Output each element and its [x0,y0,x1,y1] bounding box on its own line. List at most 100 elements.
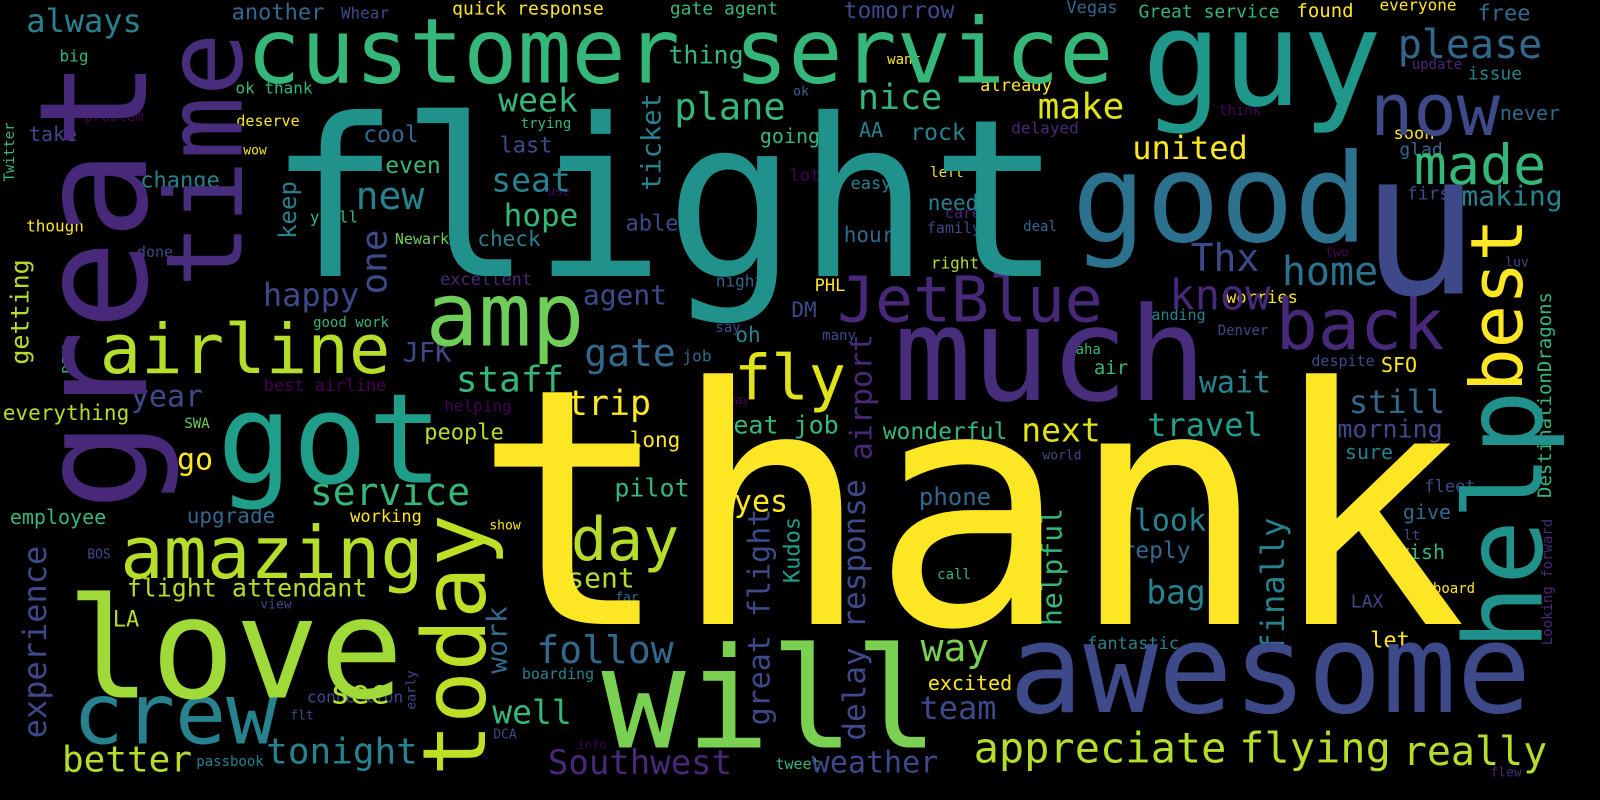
word: lot [790,166,821,186]
word: fantastic [1087,634,1179,654]
word: able [626,212,679,237]
word: wow [243,144,267,159]
word: next [1021,411,1100,450]
word: quick response [452,0,604,20]
word: family [927,219,981,237]
word: really [1403,729,1548,775]
word: hope [504,198,579,234]
word: air [1094,357,1128,379]
word: Southwest [548,743,732,783]
word: flying [1239,724,1391,773]
word: landing [1142,306,1205,324]
word: Newark [395,230,449,248]
word: lt [1404,528,1421,544]
word: let [1370,629,1410,654]
word: will [601,619,938,782]
word: amp [426,264,585,367]
word: tweet [775,755,820,773]
word: done [137,243,173,261]
word: connection [307,688,403,707]
word: two [1325,246,1348,261]
word: awesome [1009,598,1532,742]
word: always [26,2,142,40]
word: agent [583,279,667,312]
word: appreciate [974,724,1227,773]
word: early [405,670,420,709]
word: u [1360,109,1480,342]
word: first [1407,184,1461,205]
word: board [1433,581,1475,597]
word: experience [16,546,54,739]
word: employee [10,505,106,529]
word: see [330,673,390,712]
word: y'all [310,208,358,227]
word: never [1500,101,1560,125]
word: airport [845,334,880,460]
word: SFO [1381,353,1417,377]
word: work [481,606,514,674]
word: love [66,569,403,732]
word: big [60,47,89,66]
word: service [310,470,470,514]
word: far [615,591,639,606]
word: plane [674,86,785,129]
word: Twitter [2,122,18,181]
word: seat [491,161,570,200]
word: working [350,507,422,527]
word: though [26,217,84,236]
word: already [980,76,1052,96]
word: ticket [637,93,668,191]
word: SWA [184,416,210,432]
word: job [683,347,712,366]
word: made [1414,133,1546,197]
word: care [945,204,981,222]
word: fly [734,342,846,415]
word: nice [858,78,942,118]
word: ok thank [235,79,312,98]
word: problem [84,109,143,125]
word: JetBlue [837,264,1103,337]
word: trip [567,384,651,424]
word: finally [1254,518,1292,653]
word: staff [456,360,564,401]
word: got [217,368,443,513]
word: LA [113,608,140,633]
word: deal [1023,219,1057,235]
word: need [928,191,979,215]
word: change [140,169,219,194]
word: last [500,134,553,159]
word: JFK [403,338,453,369]
word: home [1282,249,1378,295]
word: good [1072,129,1368,272]
word: info [578,738,607,752]
word: week [498,81,578,120]
word: know [1169,271,1271,320]
word: Whear [341,4,390,23]
word: LAX [1351,592,1384,613]
word: give [1403,500,1451,524]
word: crew [73,666,279,765]
word: update [1412,57,1463,73]
word: great [8,59,182,511]
word: way [921,626,990,670]
word: thank [473,318,1466,702]
word: wait [1199,366,1271,401]
word: many [822,328,856,344]
word: wish [1397,540,1445,564]
word: left [930,165,964,181]
word: help [1443,390,1568,650]
word: hour [844,223,895,247]
word: better [62,740,192,781]
word: flight attendant [127,574,368,603]
word: airline [100,310,391,390]
word: Kudos [781,517,806,583]
word: weather [812,746,938,781]
word: tomorrow [844,0,955,24]
word: rock [910,120,966,146]
word: oh [735,323,760,347]
word: PHL [815,276,846,296]
word: luv [1505,256,1529,271]
word: take [29,122,77,146]
